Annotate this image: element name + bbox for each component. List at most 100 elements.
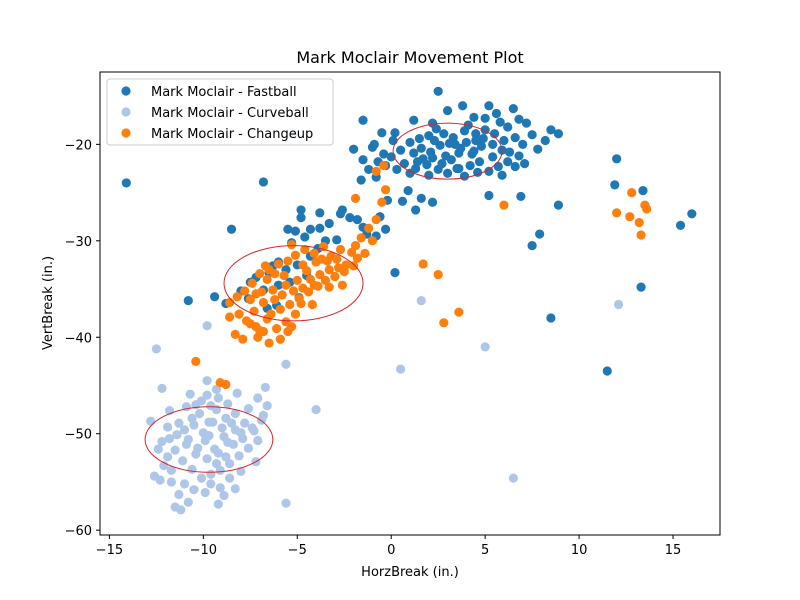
data-point — [458, 101, 468, 111]
x-tick-label: 0 — [387, 543, 395, 558]
data-point — [226, 224, 237, 234]
data-point — [469, 112, 479, 122]
data-point — [146, 416, 156, 426]
x-tick-label: −15 — [96, 543, 123, 558]
data-point — [230, 484, 240, 494]
data-point — [275, 334, 285, 344]
data-point — [183, 497, 193, 507]
x-axis: −15 −10 −5 0 5 10 15 — [96, 535, 681, 558]
data-point — [352, 253, 362, 263]
data-point — [429, 135, 440, 146]
data-point — [200, 487, 210, 498]
x-tick-label: 5 — [481, 543, 489, 558]
data-point — [196, 473, 207, 483]
data-point — [409, 115, 419, 125]
chart-title: Mark Moclair Movement Plot — [296, 48, 523, 67]
data-point — [474, 157, 485, 167]
data-point — [193, 443, 203, 453]
data-point — [288, 286, 299, 296]
data-point — [189, 485, 199, 495]
data-point — [174, 418, 184, 428]
data-point — [491, 108, 502, 119]
data-point — [358, 155, 368, 165]
data-point — [339, 267, 349, 277]
data-point — [300, 244, 310, 255]
data-point — [369, 139, 379, 149]
data-point — [238, 433, 248, 444]
data-point — [202, 321, 212, 331]
data-point — [296, 213, 306, 223]
data-point — [234, 309, 244, 319]
data-point — [396, 145, 406, 155]
y-tick-label: −50 — [65, 428, 92, 443]
data-point — [347, 247, 357, 257]
data-point — [277, 290, 287, 300]
data-point — [283, 326, 293, 337]
data-point — [281, 280, 291, 290]
data-point — [206, 469, 216, 479]
data-point — [516, 191, 526, 202]
y-tick-label: −40 — [65, 331, 92, 346]
data-point — [546, 313, 556, 323]
data-point — [232, 292, 242, 302]
data-point — [283, 224, 293, 234]
data-point — [416, 143, 426, 153]
data-point — [431, 124, 441, 134]
data-point — [465, 160, 475, 171]
data-point — [439, 318, 449, 328]
data-point — [215, 483, 225, 493]
data-point — [249, 426, 259, 436]
data-point — [495, 117, 505, 127]
data-point — [317, 254, 327, 264]
data-point — [471, 135, 481, 146]
data-point — [349, 261, 359, 271]
data-point — [399, 159, 409, 169]
data-point — [174, 489, 184, 500]
series-3 — [191, 160, 652, 390]
data-point — [480, 342, 490, 352]
data-point — [206, 401, 216, 411]
data-point — [208, 417, 218, 427]
data-point — [441, 151, 451, 161]
data-point — [219, 490, 229, 501]
data-point — [240, 418, 250, 428]
confidence-ellipse-1 — [392, 122, 503, 180]
data-point — [202, 454, 212, 464]
data-point — [213, 448, 223, 458]
data-point — [510, 132, 520, 143]
data-point — [315, 223, 325, 233]
data-point — [345, 213, 355, 223]
data-point — [476, 141, 486, 151]
data-point — [411, 205, 421, 215]
data-point — [183, 296, 193, 306]
data-point — [264, 338, 274, 348]
data-point — [332, 254, 342, 264]
data-point — [243, 443, 254, 453]
data-point — [427, 197, 438, 207]
data-point — [163, 422, 173, 432]
data-point — [416, 193, 426, 203]
y-tick-label: −60 — [65, 524, 92, 539]
data-point — [364, 164, 374, 175]
data-point — [427, 153, 438, 163]
data-point — [350, 241, 361, 251]
data-point — [367, 236, 378, 246]
data-point — [459, 171, 470, 181]
legend-marker — [121, 107, 131, 117]
data-point — [638, 186, 648, 196]
data-point — [315, 269, 325, 280]
data-point — [211, 459, 222, 469]
data-point — [292, 275, 302, 285]
data-point — [270, 295, 280, 305]
data-point — [335, 209, 346, 219]
data-point — [194, 408, 205, 419]
data-point — [610, 180, 620, 190]
data-point — [514, 151, 524, 161]
data-point — [377, 128, 387, 138]
data-point — [418, 259, 428, 269]
data-point — [461, 137, 471, 148]
data-point — [527, 241, 537, 251]
data-point — [499, 135, 509, 146]
data-point — [281, 498, 291, 508]
